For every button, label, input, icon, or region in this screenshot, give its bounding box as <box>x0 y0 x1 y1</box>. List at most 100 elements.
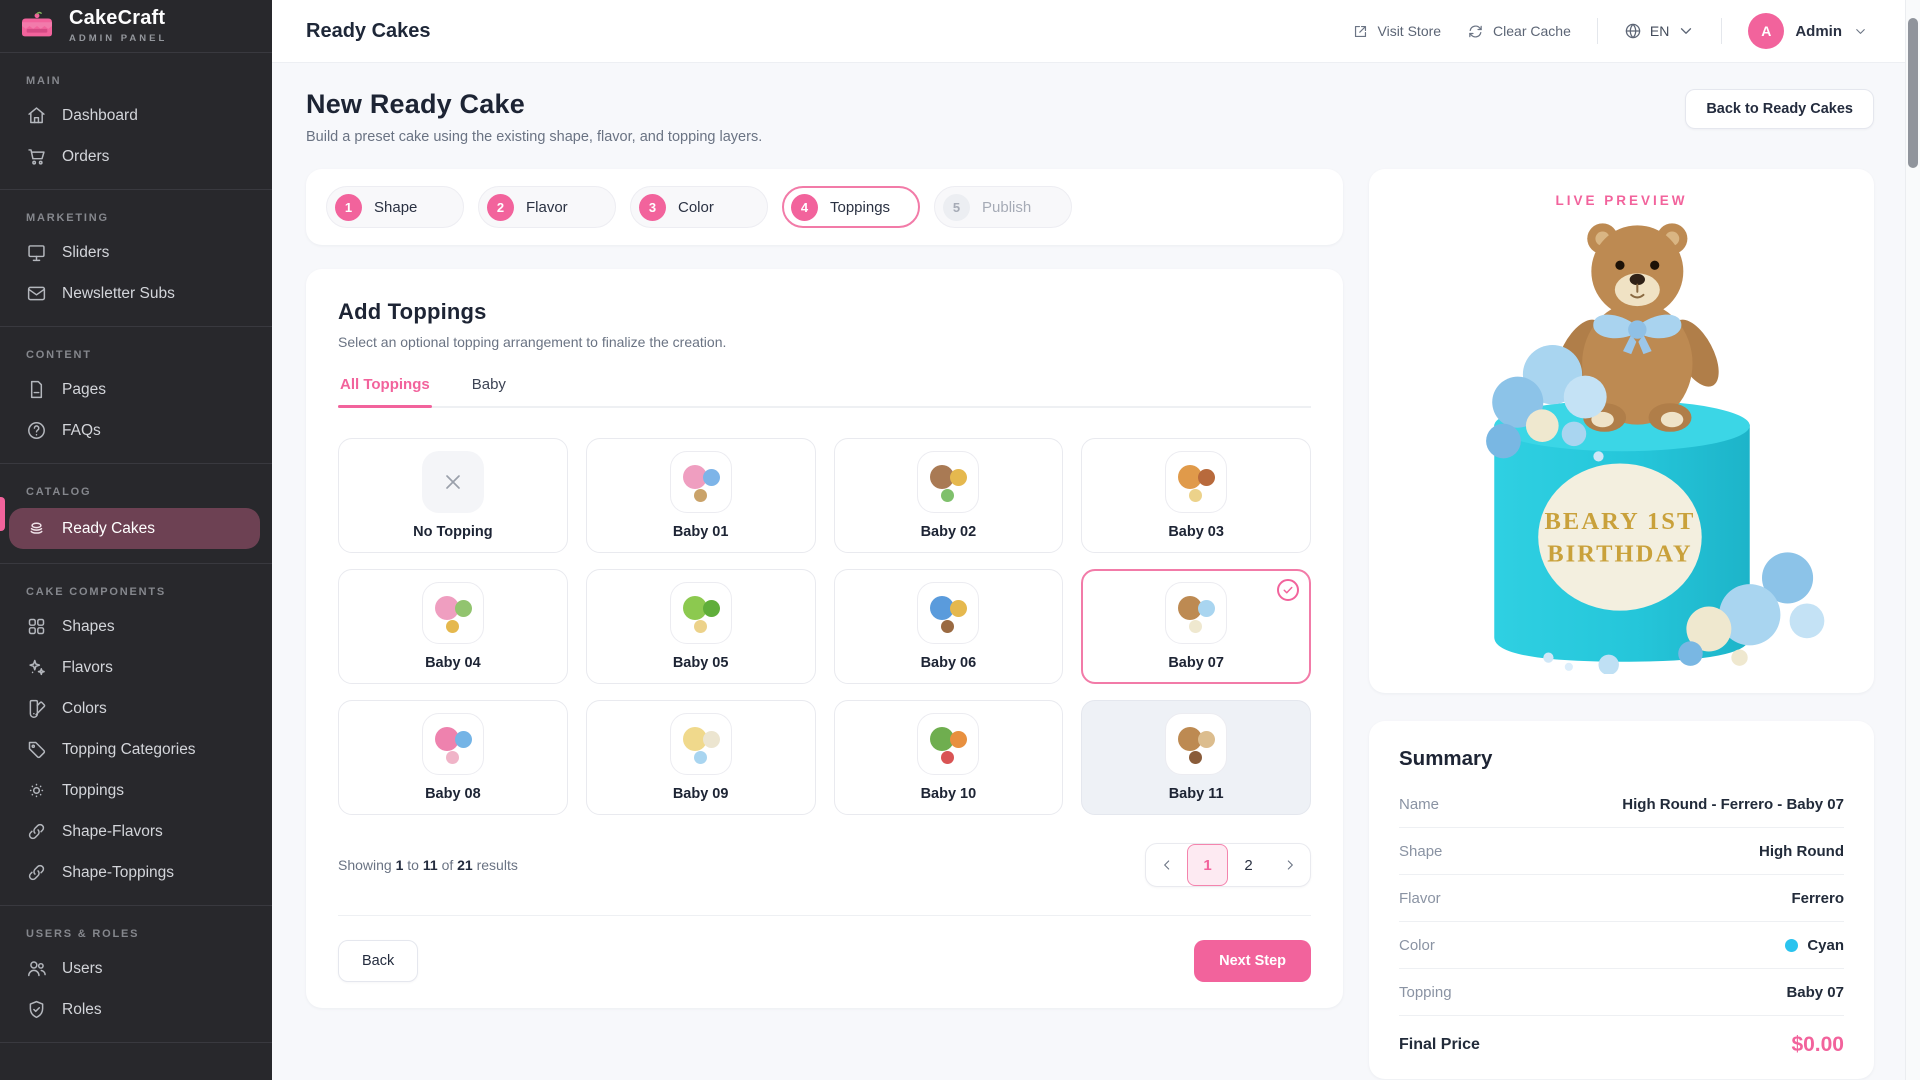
selected-check-badge <box>1277 579 1299 601</box>
clear-cache-button[interactable]: Clear Cache <box>1467 23 1571 40</box>
topping-card-baby-02[interactable]: Baby 02 <box>833 438 1064 553</box>
home-icon <box>26 105 47 126</box>
visit-store-button[interactable]: Visit Store <box>1352 23 1441 40</box>
sidebar-item-flavors[interactable]: Flavors <box>0 647 272 688</box>
scrollbar-thumb[interactable] <box>1908 18 1918 168</box>
tab-all-toppings[interactable]: All Toppings <box>338 376 432 408</box>
sidebar-item-dashboard[interactable]: Dashboard <box>0 95 272 136</box>
topping-card-no-topping[interactable]: No Topping <box>338 438 568 553</box>
summary-label: Topping <box>1399 983 1452 1001</box>
tab-baby[interactable]: Baby <box>471 376 506 393</box>
brand-subtitle: ADMIN PANEL <box>69 33 168 44</box>
topping-label: Baby 08 <box>425 786 481 802</box>
sidebar-item-newsletter-subs[interactable]: Newsletter Subs <box>0 273 272 314</box>
external-link-icon <box>1352 23 1369 40</box>
topping-card-baby-03[interactable]: Baby 03 <box>1081 438 1311 553</box>
step-number-badge: 3 <box>639 193 666 221</box>
sidebar-item-label: Shape-Flavors <box>62 822 163 840</box>
page-scrollbar[interactable] <box>1905 0 1920 1080</box>
language-selector[interactable]: EN <box>1624 22 1695 40</box>
user-menu[interactable]: A Admin <box>1748 13 1868 49</box>
sidebar-item-shapes[interactable]: Shapes <box>0 606 272 647</box>
topping-label: Baby 11 <box>1168 786 1224 802</box>
topping-label: Baby 07 <box>1168 655 1224 671</box>
summary-value: Ferrero <box>1791 889 1844 907</box>
sidebar-item-pages[interactable]: Pages <box>0 369 272 410</box>
step-label: Toppings <box>830 198 891 216</box>
page-header: New Ready Cake Build a preset cake using… <box>306 89 1874 145</box>
summary-rows: Name High Round - Ferrero - Baby 07 Shap… <box>1399 781 1844 1016</box>
summary-label: Flavor <box>1399 889 1441 907</box>
sidebar-item-ready-cakes[interactable]: Ready Cakes <box>9 508 260 549</box>
document-icon <box>26 379 47 400</box>
page-subtitle: Build a preset cake using the existing s… <box>306 129 763 145</box>
pager-page-2[interactable]: 2 <box>1244 856 1253 874</box>
topping-card-baby-01[interactable]: Baby 01 <box>585 438 816 553</box>
topping-card-baby-05[interactable]: Baby 05 <box>585 569 816 684</box>
topping-card-baby-10[interactable]: Baby 10 <box>833 700 1064 815</box>
topping-label: Baby 04 <box>425 655 481 671</box>
summary-row-topping: Topping Baby 07 <box>1399 969 1844 1016</box>
sidebar-item-colors[interactable]: Colors <box>0 688 272 729</box>
step-color[interactable]: 3 Color <box>630 186 768 228</box>
sidebar-item-roles[interactable]: Roles <box>0 989 272 1030</box>
sidebar-item-topping-categories[interactable]: Topping Categories <box>0 729 272 770</box>
sidebar-item-sliders[interactable]: Sliders <box>0 232 272 273</box>
topping-card-baby-11[interactable]: Baby 11 <box>1081 700 1311 815</box>
step-flavor[interactable]: 2 Flavor <box>478 186 616 228</box>
topping-card-baby-08[interactable]: Baby 08 <box>338 700 568 815</box>
sidebar-item-label: Shape-Toppings <box>62 863 175 881</box>
pager: 1 2 <box>1145 843 1311 887</box>
chevron-right-icon <box>1282 857 1298 873</box>
summary-row-flavor: Flavor Ferrero <box>1399 875 1844 922</box>
sidebar-item-users[interactable]: Users <box>0 948 272 989</box>
final-price-label: Final Price <box>1399 1036 1480 1053</box>
sidebar-item-label: Colors <box>62 699 107 717</box>
topping-thumb <box>669 713 732 775</box>
help-circle-icon <box>26 420 47 441</box>
sidebar-item-label: Ready Cakes <box>62 519 156 537</box>
step-toppings[interactable]: 4 Toppings <box>782 186 920 228</box>
nav-section-label: CONTENT <box>26 349 92 361</box>
nav-section-catalog: CATALOG Ready Cakes <box>0 463 272 563</box>
pager-prev-button[interactable] <box>1146 844 1187 886</box>
topping-label: No Topping <box>413 524 493 540</box>
sidebar-item-label: Sliders <box>62 243 110 261</box>
topping-card-baby-04[interactable]: Baby 04 <box>338 569 568 684</box>
step-publish: 5 Publish <box>934 186 1072 228</box>
sidebar-item-orders[interactable]: Orders <box>0 136 272 177</box>
topping-card-baby-07-selected[interactable]: Baby 07 <box>1081 569 1311 684</box>
tag-icon <box>26 739 47 760</box>
step-shape[interactable]: 1 Shape <box>326 186 464 228</box>
pager-next-button[interactable] <box>1269 844 1310 886</box>
topbar-actions: Visit Store Clear Cache EN A Admin <box>1352 13 1869 49</box>
results-total: 21 <box>457 857 473 873</box>
topping-card-baby-09[interactable]: Baby 09 <box>585 700 816 815</box>
final-price-value: $0.00 <box>1791 1033 1844 1056</box>
language-label: EN <box>1649 23 1670 39</box>
live-preview-card: LIVE PREVIEW <box>1369 169 1874 693</box>
users-icon <box>26 958 47 979</box>
back-to-ready-cakes-button[interactable]: Back to Ready Cakes <box>1685 89 1874 129</box>
pager-page-1[interactable]: 1 <box>1187 844 1228 886</box>
results-to: 11 <box>422 857 438 873</box>
brand-text: CakeCraft ADMIN PANEL <box>69 7 167 44</box>
topping-thumb <box>1165 451 1228 513</box>
page-heading-block: New Ready Cake Build a preset cake using… <box>306 89 762 145</box>
back-button[interactable]: Back <box>338 940 419 982</box>
cake-preview-image: BEARY 1ST BIRTHDAY <box>1397 208 1847 674</box>
sidebar-item-label: Dashboard <box>62 106 138 124</box>
topping-label: Baby 01 <box>672 524 729 540</box>
sidebar-item-shape-flavors[interactable]: Shape-Flavors <box>0 811 272 852</box>
step-number-badge: 4 <box>791 193 818 221</box>
topping-label: Baby 02 <box>920 524 977 540</box>
topping-card-baby-06[interactable]: Baby 06 <box>833 569 1064 684</box>
sidebar-item-toppings[interactable]: Toppings <box>0 770 272 811</box>
next-step-button[interactable]: Next Step <box>1194 940 1311 982</box>
nav-section-content: CONTENT Pages FAQs <box>0 326 272 463</box>
summary-label: Color <box>1399 936 1435 954</box>
sidebar-item-faqs[interactable]: FAQs <box>0 410 272 451</box>
chevron-left-icon <box>1159 857 1175 873</box>
sidebar-item-shape-toppings[interactable]: Shape-Toppings <box>0 852 272 893</box>
